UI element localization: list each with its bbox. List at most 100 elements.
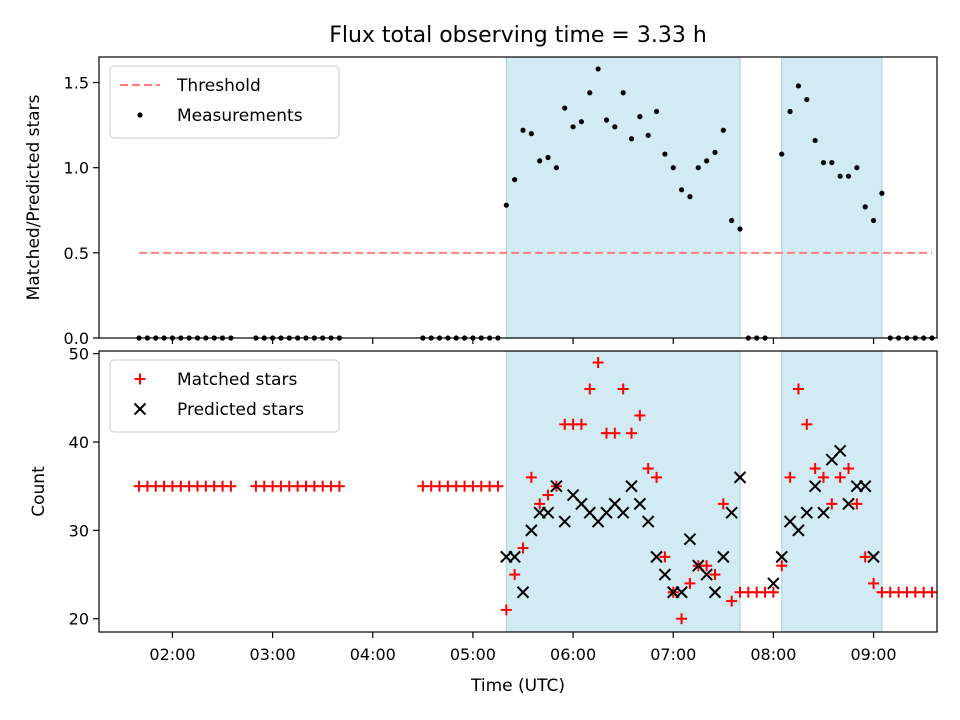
- x-tick-label: 08:00: [750, 645, 796, 664]
- data-point-0-58: [712, 149, 718, 155]
- data-point-0-42: [575, 418, 587, 430]
- x-tick-label: 07:00: [650, 645, 696, 664]
- data-point-0-44: [592, 356, 604, 368]
- data-point-0-52: [662, 151, 668, 157]
- data-point-0-49: [634, 410, 646, 422]
- data-point-0-55: [684, 577, 696, 589]
- data-point-0-36: [528, 131, 534, 137]
- data-point-1-32-b: [792, 524, 805, 537]
- data-point-0-71: [829, 159, 835, 166]
- data-point-1-7: [558, 515, 571, 528]
- legend-label: Measurements: [177, 106, 303, 126]
- data-point-0-50: [642, 463, 654, 475]
- x-tick-label: 03:00: [250, 645, 296, 664]
- data-point-0-74: [843, 463, 855, 475]
- data-point-1-35-b: [817, 506, 830, 519]
- data-point-0-67: [795, 83, 802, 89]
- legend-swatch: [134, 373, 146, 385]
- data-point-0-59: [720, 127, 726, 133]
- data-point-1-13-b: [608, 497, 622, 511]
- data-point-1-40: [859, 479, 872, 493]
- data-point-1-40-b: [859, 479, 872, 493]
- axes-frame: [98, 56, 938, 339]
- data-point-0-65: [767, 586, 779, 598]
- legend-swatch: [137, 112, 143, 118]
- data-point-0-51: [653, 108, 660, 115]
- data-point-1-38-b: [842, 497, 855, 511]
- data-point-0-38: [545, 154, 551, 161]
- chart-title: Flux total observing time = 3.33 h: [329, 23, 707, 48]
- series-x: [500, 444, 880, 599]
- data-point-0-84: [926, 586, 938, 598]
- data-point-1-22-b: [683, 533, 697, 546]
- data-point-0-47: [617, 383, 629, 395]
- data-point-0-52: [659, 551, 671, 563]
- data-point-0-60: [726, 595, 738, 607]
- data-point-0-66: [776, 560, 788, 572]
- data-point-0-58: [709, 569, 721, 581]
- data-point-1-28: [733, 471, 747, 484]
- legend-swatch: [133, 402, 147, 416]
- data-point-0-22: [333, 480, 345, 492]
- data-point-1-24-b: [700, 568, 713, 581]
- data-point-1-15: [625, 479, 638, 493]
- data-point-0-51: [651, 471, 663, 483]
- data-point-1-7-b: [558, 515, 571, 528]
- data-point-1-31-b: [783, 515, 797, 528]
- data-point-0-65: [779, 151, 785, 157]
- data-point-1-9-b: [575, 497, 588, 511]
- data-point-0-43: [584, 383, 596, 395]
- data-point-1-32: [792, 524, 805, 537]
- legend-label: Predicted stars: [177, 400, 304, 420]
- data-point-0-46: [609, 427, 621, 439]
- data-point-0-73: [834, 471, 846, 483]
- ratio-panel: 0.0 0.5 1.0 1.5 Matched/Predicted stars Thres…: [24, 56, 938, 348]
- data-point-0-41: [570, 124, 576, 130]
- data-point-1-25-b: [708, 586, 722, 599]
- data-point-0-45: [603, 117, 610, 123]
- data-point-0-71: [817, 471, 829, 483]
- observing-window-1: [781, 350, 883, 633]
- data-point-1-27: [725, 506, 738, 519]
- legend-label: Matched stars: [177, 370, 297, 390]
- data-point-0-74: [854, 165, 860, 171]
- x-axis-label: Time (UTC): [470, 676, 565, 696]
- x-tick-label: 02:00: [149, 645, 195, 664]
- legend-box: [109, 359, 340, 433]
- data-point-0-56: [695, 165, 701, 171]
- series-plus: [133, 356, 938, 625]
- data-point-1-30-b: [775, 550, 788, 564]
- data-point-1-16: [633, 497, 647, 511]
- data-point-1-37-b: [833, 444, 847, 458]
- observing-window-0: [505, 350, 741, 633]
- legend: Matched stars Predicted stars: [109, 359, 340, 433]
- data-point-1-16-b: [633, 497, 647, 511]
- data-point-0-33: [500, 604, 512, 616]
- data-point-0-61: [737, 226, 743, 232]
- count-panel: 20 30 40 50 02:00 03:00 04:00 05:00 06:00 07:00 08…: [29, 345, 938, 664]
- data-point-1-26-b: [717, 550, 730, 564]
- data-point-1-25: [708, 586, 722, 599]
- legend-swatch-b: [133, 402, 147, 416]
- data-point-1-15-b: [625, 479, 638, 493]
- data-point-1-6: [550, 479, 563, 493]
- axes-frame: [98, 350, 938, 633]
- data-point-1-10-b: [583, 506, 596, 519]
- data-point-0-43: [587, 90, 593, 96]
- data-point-0-34: [512, 177, 518, 183]
- data-point-0-49: [637, 114, 643, 120]
- data-point-1-3-b: [525, 524, 538, 537]
- data-point-1-8-b: [566, 488, 580, 502]
- data-point-0-40: [562, 105, 568, 111]
- data-point-1-29: [767, 577, 780, 590]
- data-point-0-72: [837, 173, 843, 179]
- data-point-0-69: [801, 418, 813, 430]
- data-point-1-1-b: [508, 550, 521, 564]
- legend: Threshold Measurements: [109, 65, 340, 139]
- data-point-1-2: [516, 586, 530, 599]
- data-point-1-17-b: [642, 515, 655, 528]
- data-point-0-32: [492, 480, 504, 492]
- data-point-0-34: [509, 569, 521, 581]
- data-point-0-35: [517, 542, 529, 554]
